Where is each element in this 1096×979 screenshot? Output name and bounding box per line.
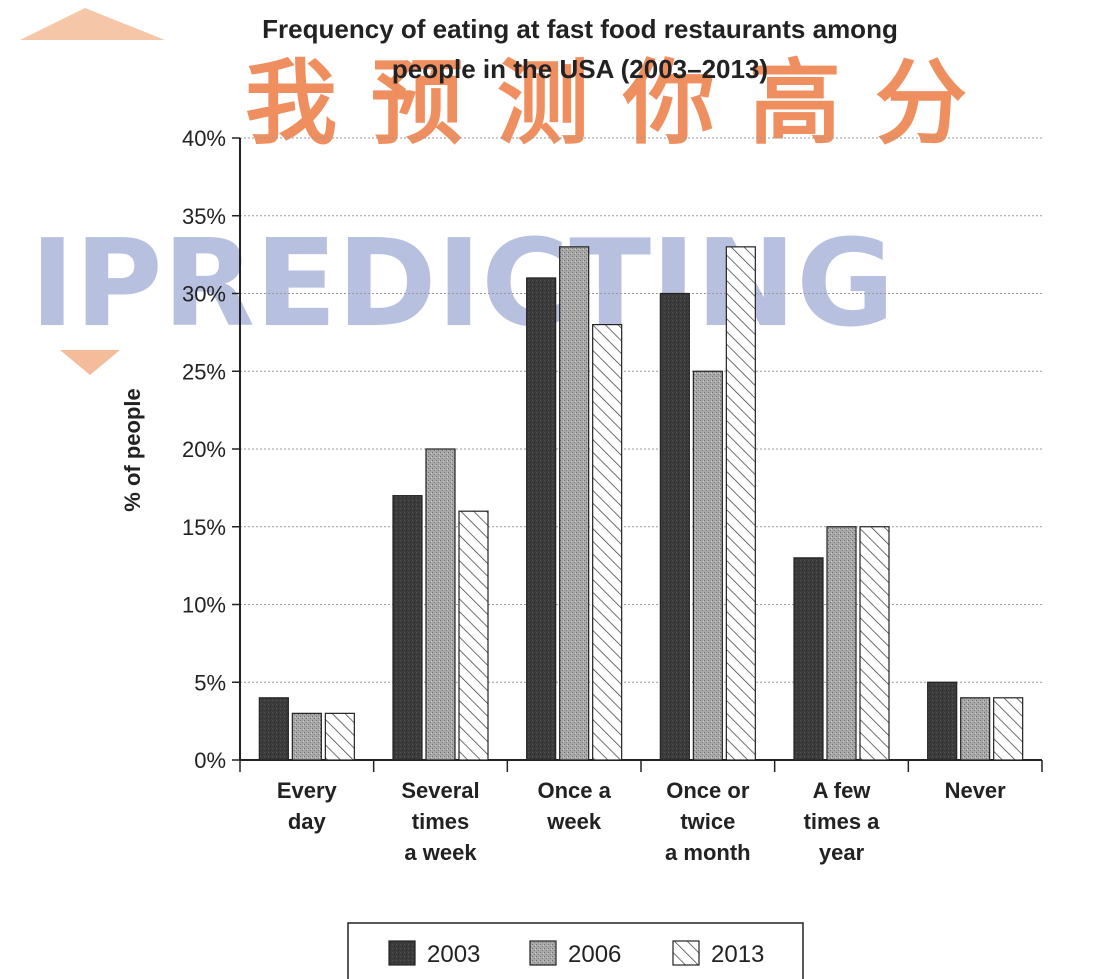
legend-swatch-2006 bbox=[529, 940, 557, 966]
legend-box bbox=[347, 922, 804, 979]
y-tick-label: 5% bbox=[194, 670, 226, 695]
legend: 2003 2006 2013 bbox=[347, 922, 804, 979]
bar-2006-3 bbox=[692, 370, 723, 761]
x-category-label: Once a bbox=[537, 778, 611, 803]
x-category-label: Once or bbox=[666, 778, 750, 803]
bars-group bbox=[258, 246, 1024, 761]
x-category-label: day bbox=[288, 809, 327, 834]
bar-2003-5 bbox=[927, 681, 958, 761]
y-tick-label: 30% bbox=[182, 282, 226, 307]
x-category-label: Several bbox=[401, 778, 479, 803]
x-category-label: twice bbox=[680, 809, 735, 834]
bar-2013-0 bbox=[324, 712, 355, 761]
labels-group: 0% 5% 10% 15% 20% 25% 30% 35% 40% Every day Several… bbox=[182, 126, 1006, 865]
bar-2003-0 bbox=[258, 697, 289, 761]
x-category-label: year bbox=[819, 840, 865, 865]
legend-swatch-2013 bbox=[672, 940, 700, 966]
legend-label-2013: 2013 bbox=[711, 941, 764, 968]
legend-label-2006: 2006 bbox=[568, 941, 621, 968]
watermark-arrow-up-shape bbox=[20, 8, 165, 40]
chart-title-line-1: Frequency of eating at fast food restaur… bbox=[262, 14, 898, 44]
legend-swatch-2003 bbox=[388, 940, 416, 966]
x-category-label: Never bbox=[945, 778, 1007, 803]
watermark-arrow-down-shape bbox=[60, 350, 120, 375]
x-category-label: a week bbox=[404, 840, 477, 865]
bar-2013-5 bbox=[993, 697, 1024, 761]
bar-2003-1 bbox=[392, 495, 423, 761]
x-category-label: Every bbox=[277, 778, 338, 803]
legend-label-2003: 2003 bbox=[427, 941, 480, 968]
y-tick-label: 10% bbox=[182, 593, 226, 618]
x-category-label: week bbox=[546, 809, 602, 834]
y-tick-label: 0% bbox=[194, 748, 226, 773]
bar-2006-5 bbox=[960, 697, 991, 761]
y-tick-label: 25% bbox=[182, 359, 226, 384]
plot-area bbox=[232, 137, 1043, 772]
bar-2006-0 bbox=[291, 712, 322, 761]
bar-2006-4 bbox=[826, 526, 857, 761]
x-category-label: A few bbox=[813, 778, 872, 803]
x-category-label: times bbox=[412, 809, 469, 834]
bar-2006-2 bbox=[559, 246, 590, 761]
y-axis-label: % of people bbox=[120, 388, 145, 511]
y-tick-label: 40% bbox=[182, 126, 226, 151]
bar-2003-2 bbox=[526, 277, 557, 761]
bar-2006-1 bbox=[425, 448, 456, 761]
bar-2003-3 bbox=[659, 292, 690, 761]
chart-title-line-2: people in the USA (2003–2013) bbox=[392, 54, 768, 84]
y-tick-label: 35% bbox=[182, 204, 226, 229]
bar-2013-4 bbox=[859, 526, 890, 761]
y-tick-label: 20% bbox=[182, 437, 226, 462]
bar-2013-1 bbox=[458, 510, 489, 761]
bar-2013-3 bbox=[725, 246, 756, 761]
bar-2013-2 bbox=[592, 324, 623, 761]
y-tick-label: 15% bbox=[182, 515, 226, 540]
bar-2003-4 bbox=[793, 557, 824, 761]
x-category-label: times a bbox=[804, 809, 881, 834]
x-category-label: a month bbox=[665, 840, 751, 865]
watermark-latin-text: IPREDICTING bbox=[30, 215, 895, 354]
watermark-cjk-text: 我预测你高分 bbox=[245, 49, 1001, 157]
